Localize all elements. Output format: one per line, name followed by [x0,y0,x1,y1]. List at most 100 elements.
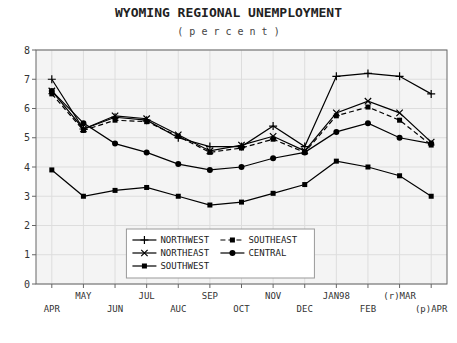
legend-marker [230,238,235,243]
legend-box [126,229,314,278]
point [112,141,118,147]
tick-label: 2 [24,220,30,231]
plot-area [36,50,447,284]
tick-label: 5 [24,132,30,143]
category-label: (r)MAR [383,291,416,301]
category-label: JUN [107,304,123,314]
point [334,159,339,164]
category-label: MAY [75,291,92,301]
point [113,188,118,193]
point [176,194,181,199]
grid [36,50,447,284]
title: WYOMING REGIONAL UNEMPLOYMENT [115,5,342,20]
category-label: (p)APR [415,304,448,314]
point [207,150,212,155]
legend-label: CENTRAL [248,248,286,258]
point [271,191,276,196]
grid-line [399,50,400,284]
point [396,72,404,80]
series-line [52,94,431,153]
legend-marker [229,250,235,256]
tick-label: 1 [24,249,30,260]
point [175,132,181,138]
point [397,118,402,123]
tick-mark [336,284,337,288]
grid-line [431,50,432,284]
tick-mark [241,284,242,288]
point [239,145,244,150]
category-label: AUC [170,304,186,314]
tick-label: 8 [24,45,30,56]
tick-mark [51,284,52,288]
point [269,122,277,130]
point [49,167,54,172]
legend-label: SOUTHWEST [160,261,209,271]
legend-label: SOUTHEAST [248,235,297,245]
point [81,128,86,133]
point [332,72,340,80]
point [302,150,307,155]
tick-mark [367,284,368,288]
point [144,185,149,190]
tick-mark [431,284,432,288]
tick-mark [32,225,36,226]
tick-label: 3 [24,191,30,202]
tick-mark [32,50,36,51]
point [302,182,307,187]
series-line [52,91,431,170]
point [302,149,308,155]
grid-line [51,50,52,284]
point [175,161,181,167]
point [365,165,370,170]
point [80,126,86,132]
tick-mark [32,254,36,255]
point [428,141,434,147]
tick-mark [32,137,36,138]
tick-mark [273,284,274,288]
point [144,149,150,155]
point [144,119,149,124]
tick-mark [146,284,147,288]
tick-mark [32,167,36,168]
point [364,69,372,77]
legend: NORTHWESTNORTHEASTSOUTHWESTSOUTHEASTCENT… [126,229,314,278]
point [334,113,339,118]
category-label: FEB [360,304,376,314]
tick-mark [115,284,116,288]
series-line [52,91,431,151]
category-label: JAN98 [323,291,350,301]
point [397,173,402,178]
point [270,155,276,161]
tick-mark [399,284,400,288]
point [176,134,181,139]
category-label: APR [44,304,61,314]
legend-marker [142,264,147,269]
series-line [52,161,431,205]
point [429,194,434,199]
subtitle: ( p e r c e n t ) [177,26,279,37]
tick-label: 0 [24,279,30,290]
category-label: OCT [233,304,250,314]
point [207,148,213,154]
point [365,105,370,110]
point [239,164,245,170]
series-group [48,69,435,207]
tick-label: 4 [24,162,30,173]
point [365,120,371,126]
tick-mark [32,79,36,80]
chart: WYOMING REGIONAL UNEMPLOYMENT ( p e r c e… [0,0,457,343]
grid-line [115,50,116,284]
tick-mark [209,284,210,288]
legend-marker [141,250,147,256]
tick-mark [83,284,84,288]
plot-frame [36,50,447,284]
point [396,110,402,116]
grid-line [83,50,84,284]
tick-mark [178,284,179,288]
tick-mark [32,284,36,285]
point [48,75,56,83]
tick-mark [304,284,305,288]
point [80,120,86,126]
legend-marker [140,236,148,244]
category-label: DEC [297,304,313,314]
